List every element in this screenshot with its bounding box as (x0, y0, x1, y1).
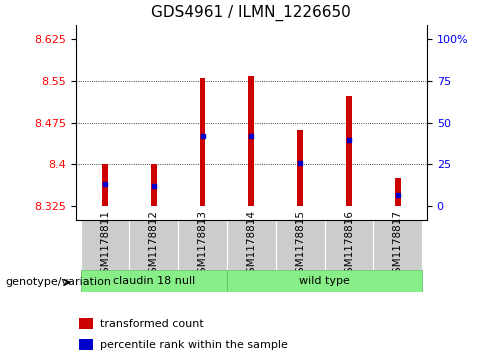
Text: claudin 18 null: claudin 18 null (113, 276, 195, 286)
Text: GSM1178812: GSM1178812 (149, 210, 159, 280)
Text: GSM1178816: GSM1178816 (344, 210, 354, 280)
Bar (346, 97, 352, 206)
Bar (79, 318, 93, 329)
FancyBboxPatch shape (276, 220, 325, 270)
Text: GSM1178815: GSM1178815 (295, 210, 305, 280)
Bar (248, 77, 254, 206)
Bar (79, 339, 93, 350)
FancyBboxPatch shape (227, 220, 276, 270)
Text: percentile rank within the sample: percentile rank within the sample (100, 340, 288, 350)
FancyBboxPatch shape (325, 220, 373, 270)
Text: wild type: wild type (299, 276, 350, 286)
FancyBboxPatch shape (178, 220, 227, 270)
Bar (102, 164, 108, 206)
Bar (297, 130, 303, 206)
FancyBboxPatch shape (81, 270, 227, 292)
Title: GDS4961 / ILMN_1226650: GDS4961 / ILMN_1226650 (151, 5, 351, 21)
Bar (395, 178, 401, 206)
Text: GSM1178814: GSM1178814 (246, 210, 256, 280)
FancyBboxPatch shape (129, 220, 178, 270)
Text: genotype/variation: genotype/variation (5, 277, 111, 287)
Text: GSM1178813: GSM1178813 (198, 210, 207, 280)
Bar (151, 164, 157, 206)
Text: GSM1178811: GSM1178811 (100, 210, 110, 280)
Text: transformed count: transformed count (100, 319, 204, 329)
FancyBboxPatch shape (373, 220, 422, 270)
FancyBboxPatch shape (81, 220, 129, 270)
Text: GSM1178817: GSM1178817 (393, 210, 403, 280)
FancyBboxPatch shape (227, 270, 422, 292)
Bar (200, 78, 205, 206)
